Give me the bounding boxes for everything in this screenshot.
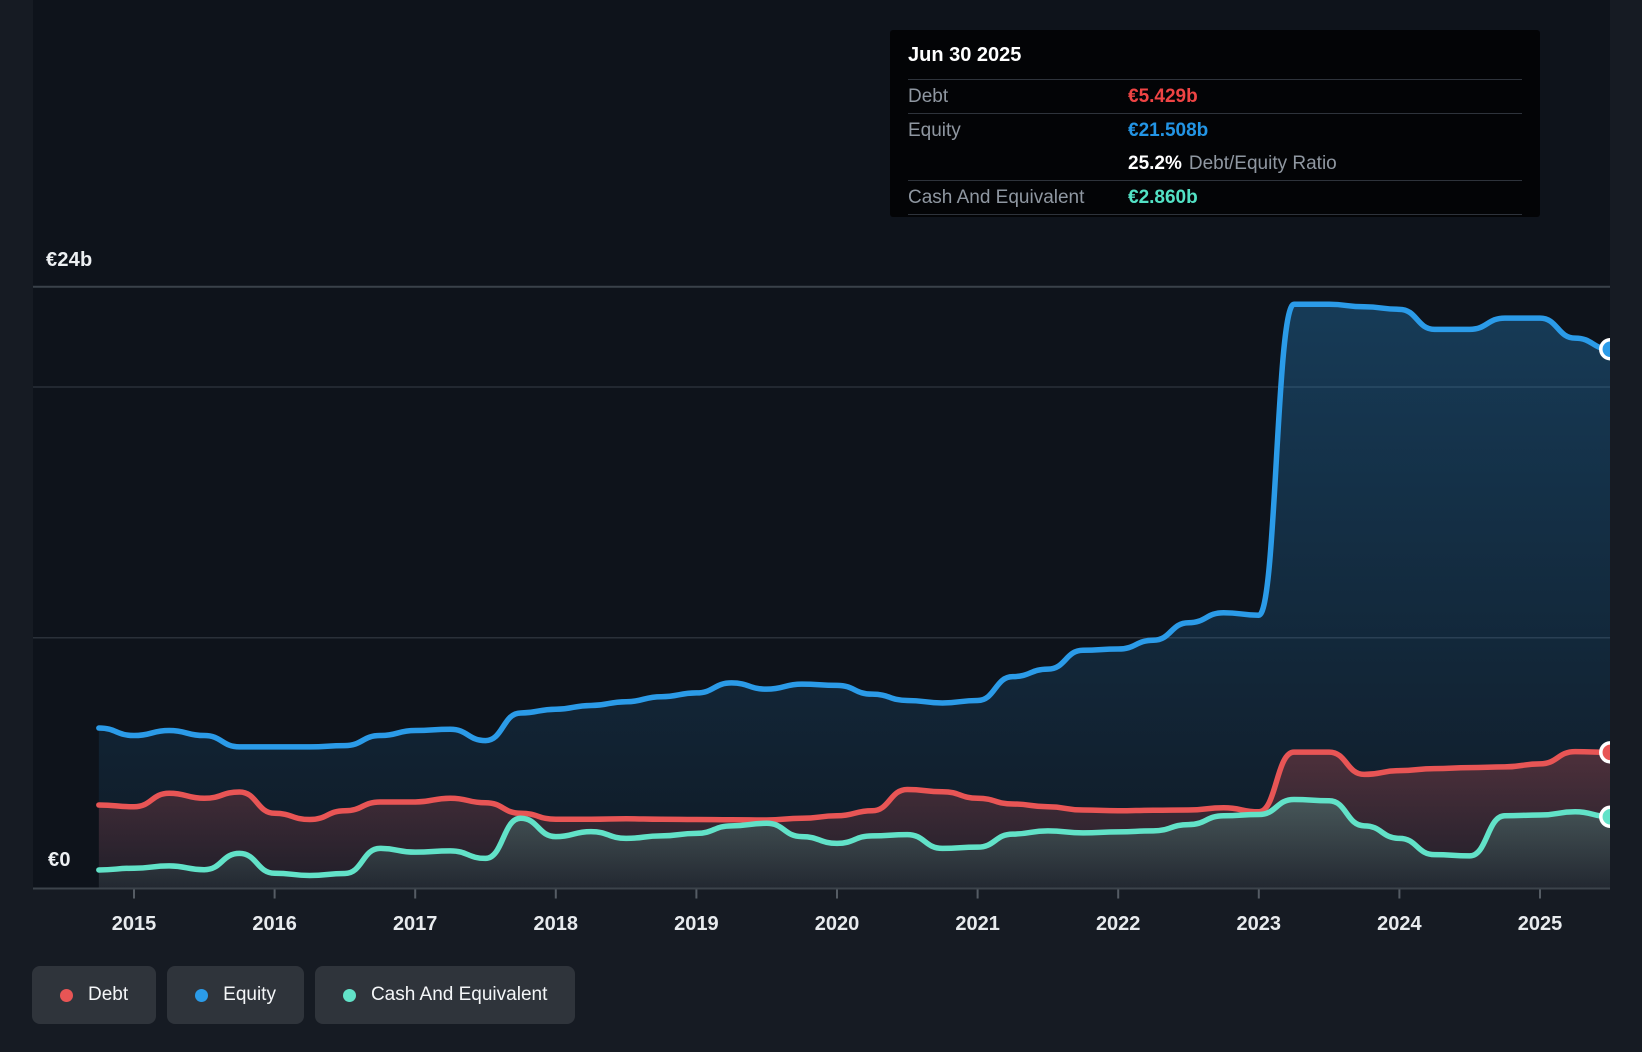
- x-axis-year-label-2021: 2021: [955, 913, 1000, 935]
- y-axis-max-label: €24b: [46, 249, 93, 271]
- x-axis-year-label-2025: 2025: [1517, 913, 1563, 935]
- legend-label-cash: Cash And Equivalent: [370, 984, 548, 1005]
- chart-tooltip: Jun 30 2025 Debt €5.429b Equity €21.508b…: [890, 30, 1540, 217]
- cash-legend-dot-icon: [342, 988, 356, 1002]
- chart-legend: Debt Equity Cash And Equivalent: [32, 966, 576, 1024]
- equity-line: [96, 301, 1610, 750]
- x-axis-year-label-2022: 2022: [1095, 913, 1141, 935]
- x-axis-year-label-2019: 2019: [674, 913, 719, 935]
- cash-area: [98, 799, 1610, 889]
- x-axis-year-label-2017: 2017: [392, 913, 438, 935]
- legend-item-cash[interactable]: Cash And Equivalent: [314, 966, 576, 1024]
- legend-item-debt[interactable]: Debt: [32, 966, 157, 1024]
- legend-item-equity[interactable]: Equity: [167, 966, 304, 1024]
- tooltip-cash-value: €2.860b: [1128, 186, 1198, 208]
- x-axis-year-label-2024: 2024: [1377, 913, 1422, 935]
- tooltip-row-equity: Equity €21.508b: [908, 114, 1522, 147]
- equity-endpoint-marker: [1599, 337, 1610, 361]
- tooltip-ratio-label: Debt/Equity Ratio: [1188, 152, 1337, 174]
- legend-label-equity: Equity: [223, 984, 276, 1005]
- tooltip-debt-value: €5.429b: [1128, 85, 1198, 107]
- x-axis-year-label-2023: 2023: [1236, 913, 1282, 935]
- x-axis-year-label-2015: 2015: [111, 913, 157, 935]
- debt-line: [96, 748, 1610, 823]
- tooltip-row-cash: Cash And Equivalent €2.860b: [908, 181, 1522, 215]
- tooltip-debt-label: Debt: [908, 85, 949, 107]
- tooltip-ratio-value: 25.2%: [1128, 152, 1182, 174]
- equity-area: [98, 304, 1610, 889]
- tooltip-equity-value: €21.508b: [1128, 119, 1209, 141]
- cash-line: [96, 796, 1610, 879]
- debt-endpoint-marker: [1599, 741, 1610, 764]
- x-axis-year-label-2018: 2018: [533, 913, 579, 935]
- x-axis-year-label-2016: 2016: [252, 913, 297, 935]
- tooltip-equity-label: Equity: [908, 119, 961, 141]
- x-axis-year-label-2020: 2020: [814, 913, 860, 935]
- tooltip-row-ratio: 25.2% Debt/Equity Ratio: [908, 147, 1522, 181]
- equity-legend-dot-icon: [195, 988, 209, 1002]
- tooltip-cash-label: Cash And Equivalent: [908, 186, 1085, 208]
- cash-endpoint-marker: [1599, 805, 1610, 829]
- legend-label-debt: Debt: [88, 984, 129, 1005]
- tooltip-row-debt: Debt €5.429b: [908, 80, 1522, 114]
- tooltip-date: Jun 30 2025: [908, 30, 1522, 80]
- y-axis-zero-label: €0: [48, 849, 71, 871]
- debt-legend-dot-icon: [60, 988, 73, 1002]
- x-axis-labels: 2015 2016 2017 2018 2019 2020 2021 2022 2023 2024…: [0, 913, 1642, 939]
